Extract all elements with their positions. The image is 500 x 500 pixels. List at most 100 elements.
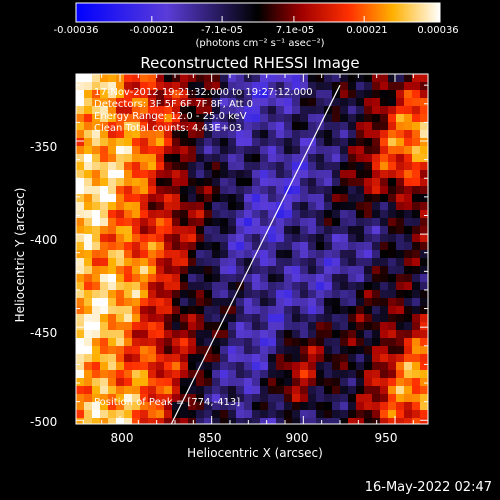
- heatmap-cell: [268, 226, 276, 234]
- heatmap-cell: [356, 266, 364, 274]
- heatmap-cell: [340, 226, 348, 234]
- heatmap-cell: [132, 162, 140, 170]
- heatmap-cell: [100, 338, 108, 346]
- heatmap-cell: [116, 234, 124, 242]
- heatmap-cell: [292, 346, 300, 354]
- heatmap-cell: [356, 274, 364, 282]
- heatmap-cell: [220, 146, 228, 154]
- annotation-time: 17-Nov-2012 19:21:32.000 to 19:27:12.000: [94, 87, 313, 98]
- heatmap-cell: [76, 202, 84, 210]
- heatmap-cell: [116, 290, 124, 298]
- heatmap-cell: [100, 346, 108, 354]
- heatmap-cell: [380, 226, 388, 234]
- heatmap-cell: [268, 402, 276, 410]
- heatmap-cell: [220, 386, 228, 394]
- heatmap-cell: [100, 138, 108, 146]
- heatmap-cell: [180, 306, 188, 314]
- heatmap-cell: [252, 418, 260, 424]
- heatmap-cell: [372, 210, 380, 218]
- heatmap-cell: [404, 394, 412, 402]
- heatmap-cell: [212, 378, 220, 386]
- heatmap-cell: [140, 386, 148, 394]
- heatmap-cell: [188, 170, 196, 178]
- heatmap-cell: [212, 130, 220, 138]
- heatmap-cell: [300, 242, 308, 250]
- heatmap-cell: [268, 122, 276, 130]
- heatmap-cell: [412, 250, 420, 258]
- heatmap-cell: [220, 242, 228, 250]
- heatmap-cell: [396, 146, 404, 154]
- heatmap-cell: [92, 170, 100, 178]
- heatmap-cell: [132, 234, 140, 242]
- heatmap-cell: [340, 210, 348, 218]
- heatmap-cell: [140, 394, 148, 402]
- heatmap-cell: [188, 218, 196, 226]
- heatmap-cell: [412, 362, 420, 370]
- heatmap-cell: [332, 410, 340, 418]
- heatmap-cell: [332, 210, 340, 218]
- heatmap-cell: [396, 306, 404, 314]
- heatmap-cell: [116, 306, 124, 314]
- heatmap-cell: [100, 130, 108, 138]
- heatmap-cell: [260, 402, 268, 410]
- heatmap-cell: [76, 394, 84, 402]
- heatmap-cell: [204, 290, 212, 298]
- heatmap-cell: [316, 186, 324, 194]
- heatmap-cell: [324, 258, 332, 266]
- heatmap-cell: [124, 370, 132, 378]
- heatmap-cell: [188, 354, 196, 362]
- heatmap-cell: [396, 90, 404, 98]
- heatmap-cell: [100, 386, 108, 394]
- heatmap-cell: [156, 250, 164, 258]
- heatmap-cell: [180, 82, 188, 90]
- heatmap-cell: [164, 402, 172, 410]
- heatmap-cell: [164, 314, 172, 322]
- heatmap-cell: [124, 106, 132, 114]
- heatmap-cell: [364, 378, 372, 386]
- heatmap-cell: [348, 226, 356, 234]
- heatmap-cell: [92, 154, 100, 162]
- heatmap-cell: [140, 82, 148, 90]
- heatmap-cell: [124, 186, 132, 194]
- heatmap-cell: [260, 418, 268, 424]
- heatmap-cell: [372, 402, 380, 410]
- heatmap-cell: [244, 402, 252, 410]
- heatmap-cell: [308, 418, 316, 424]
- heatmap-cell: [268, 314, 276, 322]
- heatmap-cell: [108, 378, 116, 386]
- heatmap-cell: [180, 218, 188, 226]
- heatmap-cell: [372, 186, 380, 194]
- heatmap-cell: [404, 354, 412, 362]
- heatmap-cell: [420, 194, 428, 202]
- heatmap-cell: [284, 170, 292, 178]
- heatmap-cell: [124, 194, 132, 202]
- heatmap-cell: [236, 202, 244, 210]
- heatmap-cell: [100, 418, 108, 424]
- axis-ticks: [76, 74, 428, 424]
- heatmap-cell: [220, 218, 228, 226]
- heatmap-cell: [236, 354, 244, 362]
- heatmap-cell: [236, 378, 244, 386]
- heatmap-cell: [324, 170, 332, 178]
- heatmap-cell: [76, 402, 84, 410]
- heatmap-cell: [212, 370, 220, 378]
- heatmap-cell: [404, 170, 412, 178]
- heatmap-cell: [124, 154, 132, 162]
- heatmap-cell: [276, 138, 284, 146]
- heatmap-cell: [188, 266, 196, 274]
- heatmap-cell: [340, 258, 348, 266]
- heatmap-cell: [140, 338, 148, 346]
- heatmap-cell: [108, 306, 116, 314]
- heatmap-cell: [332, 402, 340, 410]
- heatmap-cell: [316, 162, 324, 170]
- heatmap-cell: [388, 242, 396, 250]
- heatmap-cell: [220, 106, 228, 114]
- heatmap-cell: [300, 266, 308, 274]
- heatmap-cell: [420, 306, 428, 314]
- heatmap-cell: [196, 386, 204, 394]
- heatmap-cell: [372, 354, 380, 362]
- heatmap-cell: [380, 362, 388, 370]
- heatmap-cell: [140, 370, 148, 378]
- heatmap-cell: [220, 418, 228, 424]
- heatmap-cell: [372, 234, 380, 242]
